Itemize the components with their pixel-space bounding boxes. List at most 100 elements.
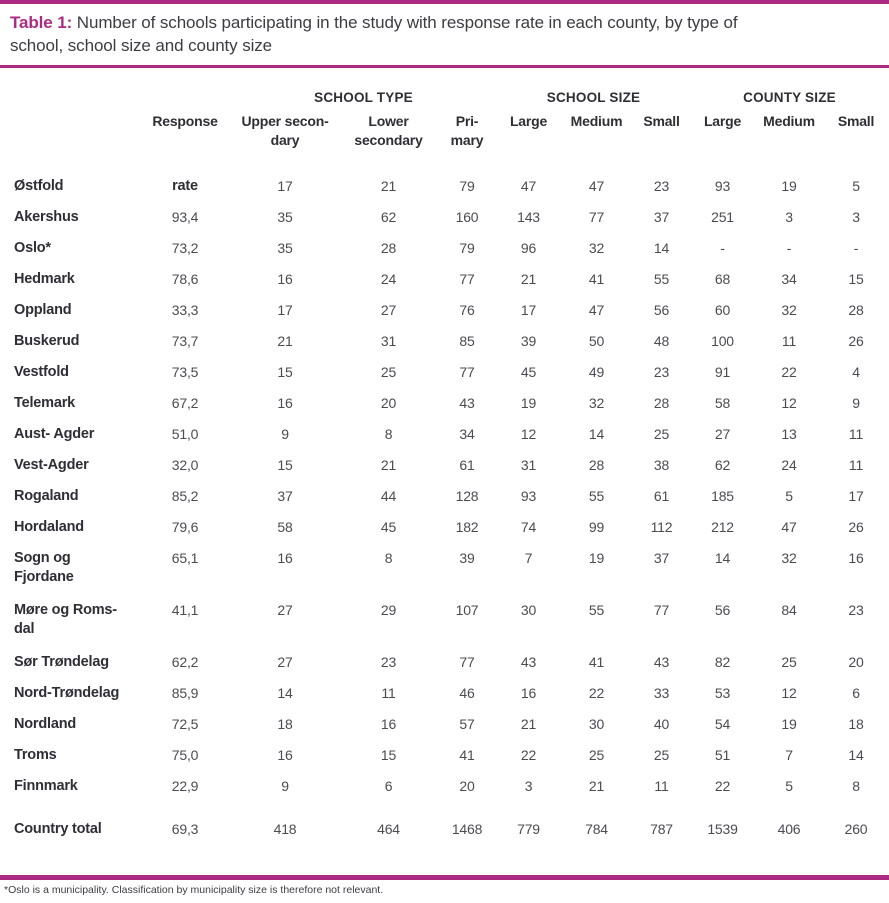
cell-value: 779 xyxy=(517,821,540,837)
cell-value: 784 xyxy=(585,821,608,837)
cell-value: 464 xyxy=(377,821,400,837)
cell-value: 43 xyxy=(459,395,475,411)
cell-value: 107 xyxy=(455,602,479,618)
cell-value: 56 xyxy=(714,602,731,618)
cell-value: 26 xyxy=(848,519,864,535)
cell-value: 61 xyxy=(459,457,475,473)
cell-value: 37 xyxy=(277,488,293,504)
county-name: Buskerud xyxy=(14,333,80,349)
cell-value: 39 xyxy=(520,333,537,349)
cell-value: 69,3 xyxy=(171,821,199,837)
cell-value: 47 xyxy=(588,302,605,318)
table-number-label: Table 1: xyxy=(10,13,73,32)
cell-value: 16 xyxy=(848,550,864,566)
cell-value: 5 xyxy=(785,488,793,504)
cell-value: 28 xyxy=(653,395,670,411)
county-name: Vest-Agder xyxy=(14,457,89,473)
column-header-row: Response Upper secon- dary Lower seconda… xyxy=(0,112,889,177)
cell-value: 77 xyxy=(459,654,475,670)
cell-value: 14 xyxy=(714,550,731,566)
cell-value: 260 xyxy=(844,821,868,837)
table-row: Hordaland 79,6 58 45 182 74 99 112 212 47 26 xyxy=(0,518,889,549)
cell-value: 212 xyxy=(711,519,734,535)
cell-value: 1468 xyxy=(451,821,483,837)
cell-value: 56 xyxy=(653,302,670,318)
cell-value: 85,9 xyxy=(171,685,199,701)
cell-value: 85,2 xyxy=(171,488,199,504)
table-row: Nord-Trøndelag 85,9 14 11 46 16 22 33 53 12 6 xyxy=(0,684,889,715)
table-row: Vestfold 73,5 15 25 77 45 49 23 91 22 4 xyxy=(0,363,889,394)
cell-value: 47 xyxy=(781,519,797,535)
column-header-school-small: Small xyxy=(643,113,680,129)
cell-value: 14 xyxy=(848,747,864,763)
cell-value: 23 xyxy=(380,654,397,670)
cell-value: 28 xyxy=(588,457,605,473)
county-name: Oslo* xyxy=(14,240,51,256)
cell-value: 51 xyxy=(714,747,731,763)
cell-value: 27 xyxy=(277,602,293,618)
cell-value: 16 xyxy=(277,550,293,566)
cell-value: 54 xyxy=(714,716,731,732)
cell-value: 11 xyxy=(848,426,864,442)
cell-value: 33,3 xyxy=(171,302,199,318)
cell-value: 41 xyxy=(588,654,605,670)
cell-value: 4 xyxy=(852,364,860,380)
county-name: Nord-Trøndelag xyxy=(14,685,120,701)
cell-value: 21 xyxy=(520,716,537,732)
county-name: Vestfold xyxy=(14,364,69,380)
cell-value: 45 xyxy=(380,519,397,535)
column-header-lower-secondary: Lower secondary xyxy=(354,113,423,148)
column-header-response: Response xyxy=(152,113,218,129)
table-row: Nordland 72,5 18 16 57 21 30 40 54 19 18 xyxy=(0,715,889,746)
county-name: Troms xyxy=(14,747,57,763)
cell-value: 51,0 xyxy=(171,426,199,442)
cell-value: 19 xyxy=(588,550,605,566)
cell-value: 58 xyxy=(714,395,731,411)
county-name: Sør Trøndelag xyxy=(14,654,109,670)
cell-value: 3 xyxy=(785,209,793,225)
cell-value: 34 xyxy=(459,426,475,442)
cell-value: 31 xyxy=(380,333,397,349)
cell-value: 78,6 xyxy=(171,271,199,287)
column-header-school-medium: Medium xyxy=(570,113,623,129)
cell-value: 73,5 xyxy=(171,364,199,380)
table-row: Akershus 93,4 35 62 160 143 77 37 251 3 3 xyxy=(0,208,889,239)
cell-value: 3 xyxy=(524,778,533,794)
top-divider-bar xyxy=(0,0,889,4)
cell-value: 5 xyxy=(852,178,860,194)
cell-value: 26 xyxy=(848,333,864,349)
cell-value: 28 xyxy=(848,302,864,318)
cell-value: 20 xyxy=(848,654,864,670)
cell-value: 91 xyxy=(714,364,731,380)
cell-value: 19 xyxy=(781,716,797,732)
cell-value: 77 xyxy=(653,602,670,618)
cell-value: 16 xyxy=(380,716,397,732)
cell-value: 28 xyxy=(380,240,397,256)
cell-value: 48 xyxy=(653,333,670,349)
cell-value: 19 xyxy=(520,395,537,411)
cell-value: 27 xyxy=(714,426,731,442)
cell-value: 22 xyxy=(520,747,537,763)
cell-value: 32 xyxy=(781,550,797,566)
cell-value: 73,2 xyxy=(171,240,199,256)
cell-value: 21 xyxy=(520,271,537,287)
cell-value: 55 xyxy=(588,602,605,618)
table-row: Finnmark 22,9 9 6 20 3 21 11 22 5 8 xyxy=(0,777,889,808)
cell-value: 58 xyxy=(277,519,293,535)
cell-value: 40 xyxy=(653,716,670,732)
cell-value: 11 xyxy=(654,778,669,794)
cell-value: 76 xyxy=(459,302,475,318)
county-name: Hedmark xyxy=(14,271,75,287)
cell-value: 15 xyxy=(277,364,293,380)
table-row: Møre og Roms- dal 41,1 27 29 107 30 55 77 56 84 2… xyxy=(0,601,889,653)
cell-value: 22,9 xyxy=(171,778,199,794)
cell-value: 18 xyxy=(848,716,864,732)
table-body: Østfold rate 17 21 79 47 47 23 93 19 5 Akershus 9… xyxy=(0,177,889,839)
cell-value: 24 xyxy=(380,271,397,287)
cell-value: 60 xyxy=(714,302,731,318)
cell-value: 16 xyxy=(277,747,293,763)
table-row: Sør Trøndelag 62,2 27 23 77 43 41 43 82 25 20 xyxy=(0,653,889,684)
cell-value: 22 xyxy=(781,364,797,380)
cell-value: 79 xyxy=(459,240,475,256)
cell-value: 22 xyxy=(714,778,731,794)
